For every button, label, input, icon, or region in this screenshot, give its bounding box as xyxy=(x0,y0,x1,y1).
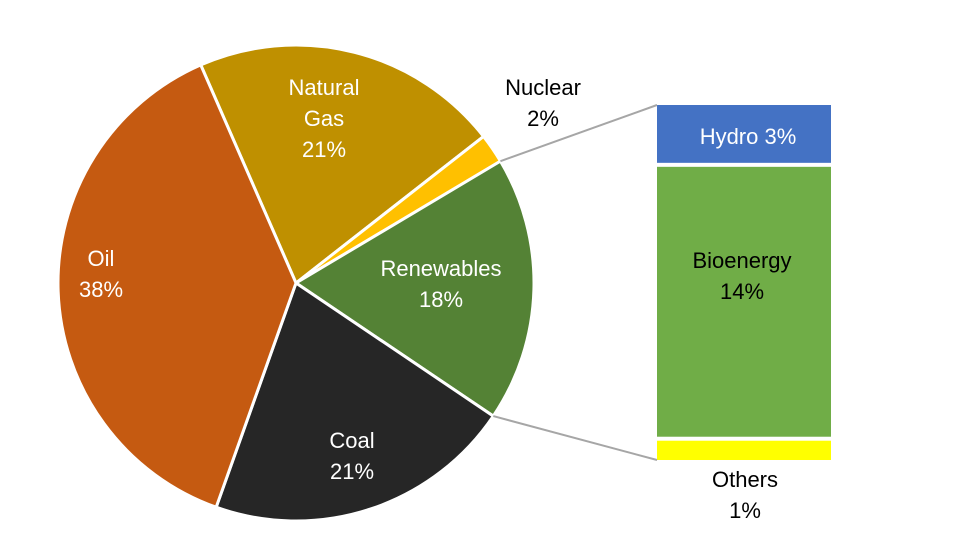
category-label: Natural Gas xyxy=(288,75,360,131)
pie-label: Oil 38% xyxy=(51,243,151,305)
value-label: 18% xyxy=(418,287,464,312)
value-label: 14% xyxy=(719,279,765,304)
value-label: 21% xyxy=(301,137,347,162)
bar-label: Others 1% xyxy=(660,464,830,526)
pie-slice xyxy=(56,62,298,510)
category-label: Renewables xyxy=(380,256,502,281)
pie-label: Nuclear 2% xyxy=(483,72,603,134)
pie-slice xyxy=(293,159,536,419)
category-label: Nuclear xyxy=(505,75,581,100)
category-label: Others xyxy=(711,467,779,492)
bar-segment xyxy=(657,166,831,437)
value-label: 38% xyxy=(78,277,124,302)
pie-label: Coal 21% xyxy=(292,425,412,487)
value-label: 21% xyxy=(329,459,375,484)
connector-line xyxy=(500,104,658,163)
category-label: Oil xyxy=(87,246,115,271)
value-label: 3% xyxy=(764,124,797,149)
bar-label: Hydro 3% xyxy=(663,121,833,152)
value-label: 1% xyxy=(729,498,761,523)
category-label: Bioenergy xyxy=(692,248,792,273)
pie-label: Natural Gas 21% xyxy=(274,72,374,165)
category-label: Hydro xyxy=(699,124,759,149)
bar-segment xyxy=(657,105,831,163)
connector-line xyxy=(493,415,658,461)
value-label: 2% xyxy=(527,106,559,131)
category-label: Coal xyxy=(329,428,375,453)
bar-segment xyxy=(657,440,831,460)
pie-slice xyxy=(214,280,496,523)
bar-label: Bioenergy 14% xyxy=(657,245,827,307)
pie-label: Renewables 18% xyxy=(351,253,531,315)
